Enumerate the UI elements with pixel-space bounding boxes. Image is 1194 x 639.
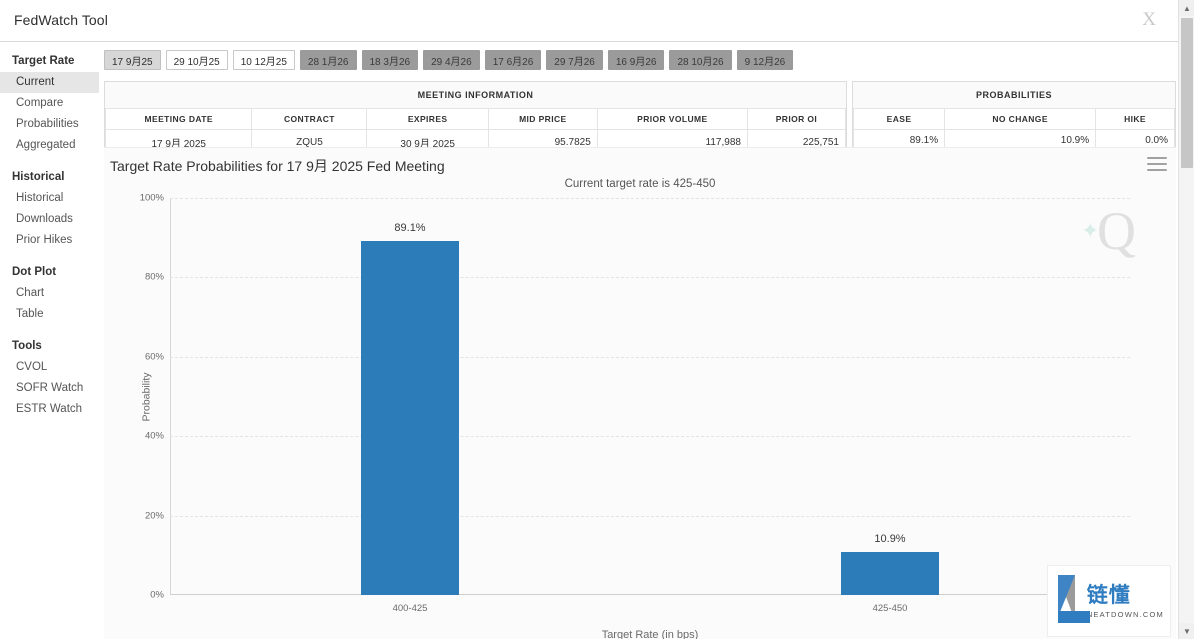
sidebar-item-chart[interactable]: Chart	[16, 287, 45, 299]
sidebar-item-cvol[interactable]: CVOL	[16, 361, 48, 373]
sidebar-group-heading: Target Rate	[12, 55, 75, 67]
sidebar-group: Historical Historical Downloads Prior Hikes	[0, 168, 99, 251]
scroll-down-arrow-icon[interactable]: ▼	[1179, 623, 1194, 639]
column-header: PRIOR OI	[746, 109, 847, 130]
meeting-tab-4: 18 3月26	[361, 50, 419, 70]
sidebar-item-aggregated[interactable]: Aggregated	[16, 139, 76, 151]
column-header: MEETING DATE	[104, 109, 253, 130]
logo-mark-icon	[1054, 573, 1090, 629]
column-header: PRIOR VOLUME	[596, 109, 748, 130]
table-header-row: EASE NO CHANGE HIKE	[852, 109, 1175, 130]
sidebar-item-historical[interactable]: Historical	[16, 192, 64, 204]
gridline	[170, 515, 1130, 517]
logo-text: 链懂 NEATDOWN.COM	[1087, 584, 1164, 619]
sidebar-group: Dot Plot Chart Table	[0, 263, 99, 325]
hamburger-menu-icon[interactable]	[1147, 157, 1167, 171]
sidebar-item-compare[interactable]: Compare	[16, 97, 64, 109]
y-axis-tick-label: 100%	[139, 192, 164, 204]
meeting-tab-1[interactable]: 29 10月25	[165, 50, 228, 70]
logo-chinese-text: 链懂	[1086, 583, 1131, 607]
y-axis-tick-label: 60%	[144, 351, 164, 363]
meeting-date-tabs: 17 9月25 29 10月25 10 12月25 28 1月26 18 3月26 29 …	[104, 50, 794, 70]
sidebar-item-table[interactable]: Table	[16, 308, 44, 320]
sidebar-item-sofr-watch[interactable]: SOFR Watch	[16, 382, 84, 394]
meeting-tab-0[interactable]: 17 9月25	[104, 50, 161, 70]
sidebar-group-heading: Historical	[12, 171, 65, 183]
sidebar-item-estr-watch[interactable]: ESTR Watch	[16, 403, 83, 415]
sidebar-group-heading: Tools	[12, 340, 42, 352]
gridline	[170, 436, 1130, 438]
content-area: 17 9月25 29 10月25 10 12月25 28 1月26 18 3月26 29 …	[99, 43, 1178, 639]
column-header: NO CHANGE	[944, 109, 1097, 130]
bar-400-425[interactable]: 89.1% 400-425	[361, 222, 459, 614]
meeting-tab-8: 16 9月26	[607, 50, 665, 70]
meeting-tab-2[interactable]: 10 12月25	[232, 50, 295, 70]
probabilities-table: PROBABILITIES EASE NO CHANGE HIKE 89.1% 10.…	[852, 81, 1176, 157]
page-title: FedWatch Tool	[14, 12, 108, 28]
x-axis	[170, 594, 1130, 595]
y-axis-tick-label: 0%	[150, 589, 164, 601]
sidebar-group: Tools CVOL SOFR Watch ESTR Watch	[0, 337, 99, 420]
close-icon[interactable]: X	[1142, 9, 1156, 30]
scroll-up-arrow-icon[interactable]: ▲	[1179, 0, 1194, 16]
bar-425-450[interactable]: 10.9% 425-450	[841, 533, 939, 614]
meeting-tab-10: 9 12月26	[736, 50, 794, 70]
meeting-information-caption: MEETING INFORMATION	[105, 82, 846, 109]
meeting-information-table: MEETING INFORMATION MEETING DATE CONTRACT…	[104, 81, 847, 157]
column-header: EXPIRES	[366, 109, 489, 130]
sidebar-group: Target Rate Current Compare Probabilities Ag…	[0, 52, 99, 156]
y-axis-label: Probability	[140, 371, 153, 422]
gridline	[170, 198, 1130, 199]
sidebar: Target Rate Current Compare Probabilities Ag…	[0, 43, 99, 639]
sidebar-item-probabilities[interactable]: Probabilities	[16, 118, 79, 130]
gridline	[170, 356, 1130, 358]
logo-domain-text: NEATDOWN.COM	[1086, 609, 1164, 619]
sidebar-item-downloads[interactable]: Downloads	[16, 213, 73, 225]
chart-subtitle: Current target rate is 425-450	[564, 178, 716, 190]
window-title-bar: FedWatch Tool X	[0, 0, 1178, 42]
x-axis-label: Target Rate (in bps)	[601, 629, 699, 639]
x-axis-tick-label: 400-425	[392, 603, 428, 614]
bar-chart-plot: Probability Target Rate (in bps) 0% 20% 40…	[140, 193, 1130, 639]
y-axis	[170, 198, 171, 595]
y-axis-tick-label: 20%	[144, 510, 164, 522]
meeting-tab-9: 28 10月26	[669, 50, 732, 70]
scrollbar-thumb[interactable]	[1181, 18, 1193, 168]
sidebar-item-current[interactable]: Current	[0, 72, 99, 93]
meeting-tab-3: 28 1月26	[299, 50, 357, 70]
probabilities-caption: PROBABILITIES	[853, 82, 1175, 109]
neatdown-watermark-logo: 链懂 NEATDOWN.COM	[1047, 565, 1171, 637]
bar-value-label: 10.9%	[874, 532, 906, 545]
column-header: CONTRACT	[251, 109, 368, 130]
meeting-tab-7: 29 7月26	[546, 50, 603, 70]
chart-panel: Target Rate Probabilities for 17 9月 2025…	[104, 147, 1176, 639]
gridline	[170, 277, 1130, 279]
column-header: MID PRICE	[487, 109, 598, 130]
table-header-row: MEETING DATE CONTRACT EXPIRES MID PRICE PRIO…	[104, 109, 847, 130]
sidebar-group-heading: Dot Plot	[12, 266, 57, 278]
y-axis-tick-label: 80%	[144, 271, 164, 283]
column-header: EASE	[852, 109, 946, 130]
x-axis-tick-label: 425-450	[872, 603, 908, 614]
bar-value-label: 89.1%	[394, 222, 426, 235]
y-axis-tick-label: 40%	[144, 430, 164, 442]
column-header: HIKE	[1095, 109, 1175, 130]
chart-title: Target Rate Probabilities for 17 9月 2025…	[110, 158, 445, 174]
sidebar-item-prior-hikes[interactable]: Prior Hikes	[16, 234, 73, 246]
summary-tables: MEETING INFORMATION MEETING DATE CONTRACT…	[104, 81, 1176, 157]
vertical-scrollbar[interactable]: ▲ ▼	[1178, 0, 1194, 639]
meeting-tab-5: 29 4月26	[423, 50, 480, 70]
meeting-tab-6: 17 6月26	[484, 50, 542, 70]
